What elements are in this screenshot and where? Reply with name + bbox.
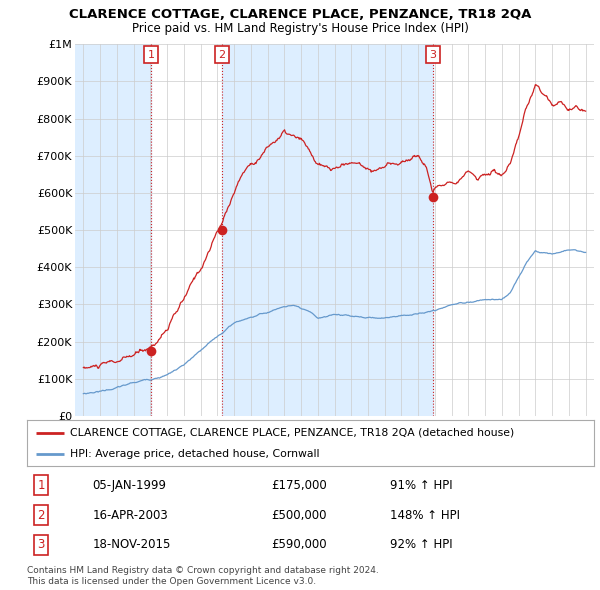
Text: 148% ↑ HPI: 148% ↑ HPI: [390, 509, 460, 522]
Text: 2: 2: [218, 50, 226, 60]
Text: £500,000: £500,000: [271, 509, 326, 522]
Text: Price paid vs. HM Land Registry's House Price Index (HPI): Price paid vs. HM Land Registry's House …: [131, 22, 469, 35]
Text: CLARENCE COTTAGE, CLARENCE PLACE, PENZANCE, TR18 2QA: CLARENCE COTTAGE, CLARENCE PLACE, PENZAN…: [69, 8, 531, 21]
Text: 2: 2: [37, 509, 45, 522]
Text: 3: 3: [430, 50, 436, 60]
Text: 3: 3: [37, 539, 45, 552]
Text: 92% ↑ HPI: 92% ↑ HPI: [390, 539, 452, 552]
Text: Contains HM Land Registry data © Crown copyright and database right 2024.: Contains HM Land Registry data © Crown c…: [27, 566, 379, 575]
Text: 05-JAN-1999: 05-JAN-1999: [92, 478, 166, 491]
Text: 18-NOV-2015: 18-NOV-2015: [92, 539, 170, 552]
Text: £590,000: £590,000: [271, 539, 326, 552]
Text: HPI: Average price, detached house, Cornwall: HPI: Average price, detached house, Corn…: [70, 448, 319, 458]
Text: 16-APR-2003: 16-APR-2003: [92, 509, 168, 522]
Text: This data is licensed under the Open Government Licence v3.0.: This data is licensed under the Open Gov…: [27, 577, 316, 586]
Text: CLARENCE COTTAGE, CLARENCE PLACE, PENZANCE, TR18 2QA (detached house): CLARENCE COTTAGE, CLARENCE PLACE, PENZAN…: [70, 428, 514, 438]
Text: 1: 1: [148, 50, 155, 60]
Bar: [75, 44, 151, 416]
Text: 91% ↑ HPI: 91% ↑ HPI: [390, 478, 452, 491]
Text: £175,000: £175,000: [271, 478, 326, 491]
Text: 1: 1: [37, 478, 45, 491]
Bar: [222, 44, 433, 416]
